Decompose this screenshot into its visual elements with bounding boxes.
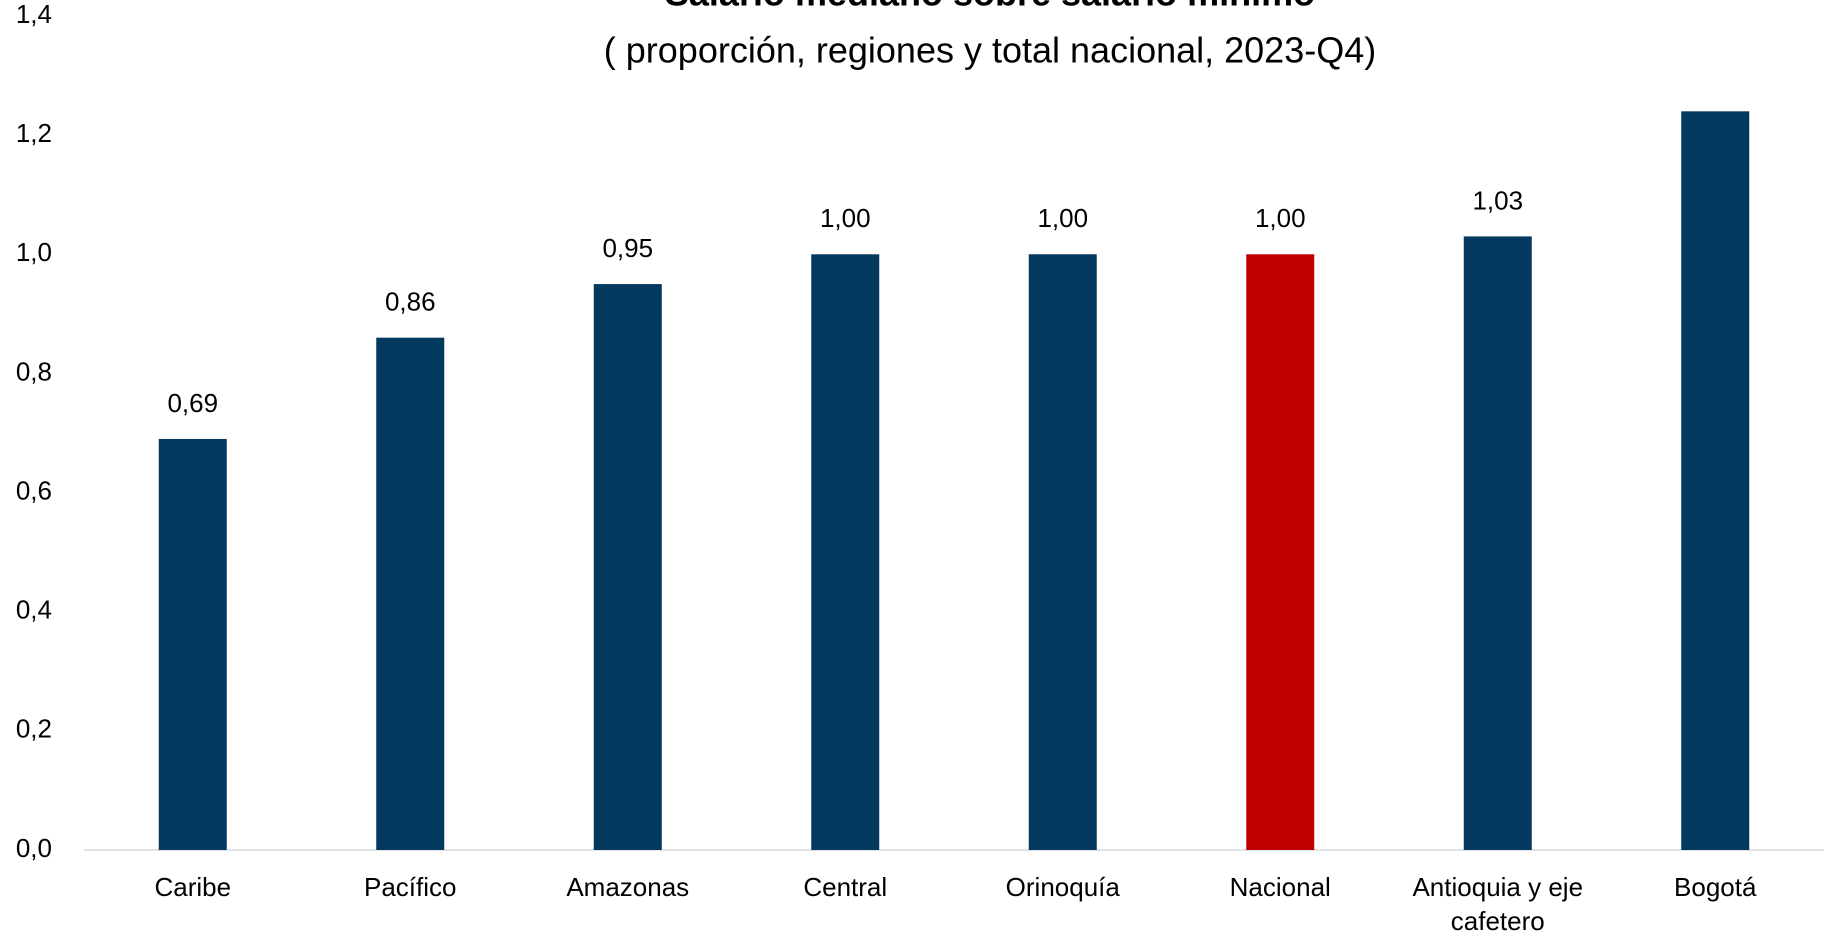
x-tick-label: Amazonas (566, 872, 690, 902)
y-tick-label: 0,2 (16, 714, 52, 744)
x-tick-label: Bogotá (1674, 872, 1757, 902)
x-tick-label-box: Bogotá (1674, 872, 1757, 902)
y-tick-label: 1,4 (16, 0, 52, 29)
value-label: 1,00 (1037, 203, 1088, 233)
value-label: 0,95 (602, 233, 653, 263)
chart-subtitle: ( proporción, regiones y total nacional,… (604, 30, 1376, 71)
x-tick-label: Pacífico (364, 872, 457, 902)
x-tick-label: Orinoquía (1005, 872, 1120, 902)
bar (1463, 236, 1532, 850)
y-tick-label: 0,4 (16, 595, 52, 625)
x-tick-label-box: Nacional (1229, 872, 1331, 902)
x-tick-label-box: Pacífico (364, 872, 457, 902)
y-tick-label: 1,0 (16, 237, 52, 267)
y-tick-label: 1,2 (16, 118, 52, 148)
x-tick-label-box: Orinoquía (1005, 872, 1120, 902)
value-label: 0,69 (167, 388, 218, 418)
chart-title: Salario mediano sobre salario mínimo (665, 0, 1315, 14)
bar (1246, 254, 1315, 851)
bar (593, 284, 662, 851)
value-label: 1,03 (1472, 185, 1523, 215)
y-tick-label: 0,6 (16, 475, 52, 505)
bar (1681, 111, 1750, 851)
value-label: 1,00 (820, 203, 871, 233)
x-tick-label: Central (803, 872, 888, 902)
x-tick-label: Antioquia y eje cafetero (1412, 872, 1584, 936)
bar (811, 254, 880, 851)
x-tick-label-box: Antioquia y eje cafetero (1412, 872, 1584, 936)
bar (158, 438, 227, 850)
x-tick-label-box: Amazonas (566, 872, 690, 902)
bar (1028, 254, 1097, 851)
y-tick-label: 0,8 (16, 356, 52, 386)
value-label: 0,86 (385, 287, 436, 317)
value-label: 1,00 (1255, 203, 1306, 233)
x-tick-label-box: Caribe (154, 872, 232, 902)
x-tick-label: Caribe (154, 872, 232, 902)
x-tick-label-box: Central (803, 872, 888, 902)
y-tick-label: 0,0 (16, 833, 52, 863)
x-tick-label: Nacional (1229, 872, 1331, 902)
bar (376, 337, 445, 851)
